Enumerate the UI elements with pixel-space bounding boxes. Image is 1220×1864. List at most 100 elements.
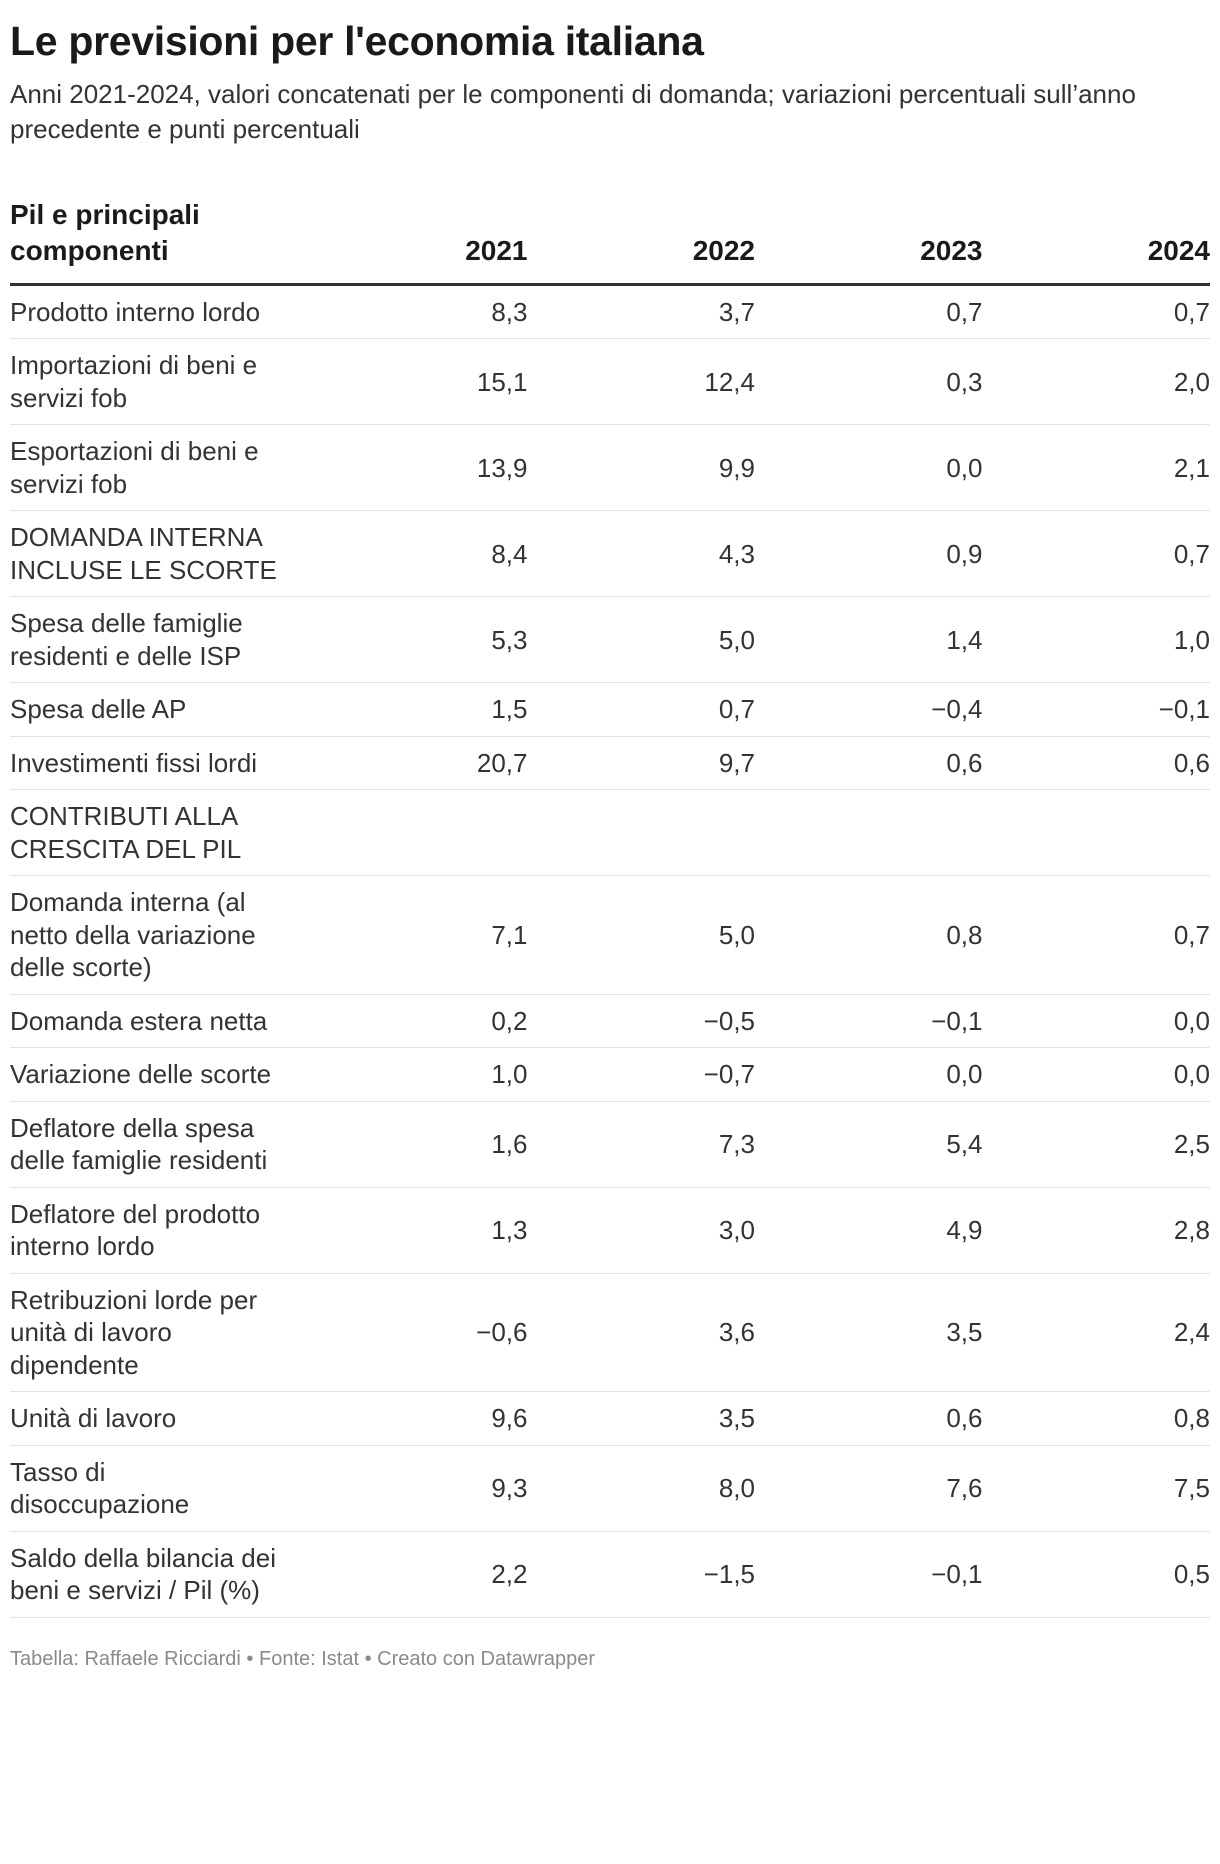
cell-value-2024: 0,6 (982, 736, 1210, 791)
cell-value-2023: 7,6 (755, 1445, 983, 1532)
cell-value-2023: 0,6 (755, 736, 983, 791)
table-row: Prodotto interno lordo 8,3 3,7 0,7 0,7 (10, 284, 1210, 340)
cell-value-2022: 5,0 (527, 596, 755, 684)
cell-value-2024: 0,0 (982, 1047, 1210, 1102)
cell-value-2021: 5,3 (300, 596, 528, 684)
table-row: Saldo della bilancia dei beni e servizi … (10, 1531, 1210, 1618)
row-label: Domanda interna (al netto della variazio… (10, 875, 300, 995)
row-label: Spesa delle AP (10, 682, 300, 737)
cell-value-2022: 7,3 (527, 1101, 755, 1188)
table-row: Domanda estera netta 0,2 −0,5 −0,1 0,0 (10, 994, 1210, 1049)
cell-value-2023: 0,9 (755, 510, 983, 598)
cell-value-2022: 9,9 (527, 424, 755, 512)
row-label: Saldo della bilancia dei beni e servizi … (10, 1531, 300, 1618)
cell-value-2023: 0,7 (755, 284, 983, 340)
column-header-2023[interactable]: 2023 (755, 197, 983, 286)
cell-value-2023: 3,5 (755, 1273, 983, 1393)
row-label: Deflatore del prodotto interno lordo (10, 1187, 300, 1274)
cell-value-2022: 3,7 (527, 284, 755, 340)
cell-value-2024: 0,7 (982, 875, 1210, 995)
cell-value-2024: 2,5 (982, 1101, 1210, 1188)
chart-container: Le previsioni per l'economia italiana An… (10, 18, 1210, 1670)
column-header-2022[interactable]: 2022 (527, 197, 755, 286)
cell-value-2021: 2,2 (300, 1531, 528, 1618)
row-label: Importazioni di beni e servizi fob (10, 338, 300, 426)
table-row: Investimenti fissi lordi 20,7 9,7 0,6 0,6 (10, 736, 1210, 791)
data-table: Pil e principali componenti 2021 2022 20… (10, 197, 1210, 1618)
cell-value-2022: 3,6 (527, 1273, 755, 1393)
row-label: Prodotto interno lordo (10, 284, 300, 340)
cell-value-2023: 5,4 (755, 1101, 983, 1188)
table-body: Prodotto interno lordo 8,3 3,7 0,7 0,7 Import… (10, 284, 1210, 1618)
cell-value-2024: 0,5 (982, 1531, 1210, 1618)
cell-value-2021: 1,5 (300, 682, 528, 737)
cell-value-2024: 0,8 (982, 1391, 1210, 1446)
cell-value-2022: 0,7 (527, 682, 755, 737)
cell-value-2023: 0,0 (755, 424, 983, 512)
cell-value-2021: 1,0 (300, 1047, 528, 1102)
row-label: Tasso di disoccupazione (10, 1445, 300, 1532)
cell-value-2022: 12,4 (527, 338, 755, 426)
row-label: Deflatore della spesa delle famiglie res… (10, 1101, 300, 1188)
cell-value-2021: −0,6 (300, 1273, 528, 1393)
cell-value-2022: 8,0 (527, 1445, 755, 1532)
cell-value-2022: 3,0 (527, 1187, 755, 1274)
row-label: Retribuzioni lorde per unità di lavoro d… (10, 1273, 300, 1393)
row-label: Spesa delle famiglie residenti e delle I… (10, 596, 300, 684)
cell-value-2021: 8,4 (300, 510, 528, 598)
cell-value-2023: 0,6 (755, 1391, 983, 1446)
cell-value-2024 (982, 789, 1210, 877)
cell-value-2024: 2,4 (982, 1273, 1210, 1393)
cell-value-2021: 1,3 (300, 1187, 528, 1274)
row-label: DOMANDA INTERNA INCLUSE LE SCORTE (10, 510, 300, 598)
cell-value-2021: 8,3 (300, 284, 528, 340)
table-row: Esportazioni di beni e servizi fob 13,9 9,… (10, 424, 1210, 512)
cell-value-2023: 0,8 (755, 875, 983, 995)
cell-value-2021: 0,2 (300, 994, 528, 1049)
cell-value-2023: −0,1 (755, 994, 983, 1049)
cell-value-2021: 15,1 (300, 338, 528, 426)
chart-subtitle: Anni 2021-2024, valori concatenati per l… (10, 79, 1136, 145)
cell-value-2024: 7,5 (982, 1445, 1210, 1532)
table-row: Variazione delle scorte 1,0 −0,7 0,0 0,0 (10, 1047, 1210, 1102)
cell-value-2021: 9,3 (300, 1445, 528, 1532)
column-header-2021[interactable]: 2021 (300, 197, 528, 286)
cell-value-2024: 0,0 (982, 994, 1210, 1049)
row-label: Investimenti fissi lordi (10, 736, 300, 791)
table-row: Importazioni di beni e servizi fob 15,1 12… (10, 338, 1210, 426)
chart-title: Le previsioni per l'economia italiana (10, 18, 704, 64)
table-header-row: Pil e principali componenti 2021 2022 20… (10, 197, 1210, 286)
table-row: CONTRIBUTI ALLA CRESCITA DEL PIL (10, 789, 1210, 877)
row-label: Unità di lavoro (10, 1391, 300, 1446)
cell-value-2022: 9,7 (527, 736, 755, 791)
cell-value-2023: −0,1 (755, 1531, 983, 1618)
cell-value-2024: 0,7 (982, 284, 1210, 340)
table-row: Spesa delle AP 1,5 0,7 −0,4 −0,1 (10, 682, 1210, 737)
cell-value-2024: 1,0 (982, 596, 1210, 684)
table-row: Deflatore della spesa delle famiglie res… (10, 1101, 1210, 1188)
column-header-2024[interactable]: 2024 (982, 197, 1210, 286)
cell-value-2024: 2,0 (982, 338, 1210, 426)
cell-value-2023: 0,0 (755, 1047, 983, 1102)
column-header-label[interactable]: Pil e principali componenti (10, 197, 300, 286)
table-row: Deflatore del prodotto interno lordo 1,3 3… (10, 1187, 1210, 1274)
cell-value-2021: 7,1 (300, 875, 528, 995)
table-row: Domanda interna (al netto della variazio… (10, 875, 1210, 995)
cell-value-2021: 1,6 (300, 1101, 528, 1188)
table-row: Tasso di disoccupazione 9,3 8,0 7,6 7,5 (10, 1445, 1210, 1532)
row-label: CONTRIBUTI ALLA CRESCITA DEL PIL (10, 789, 300, 877)
row-label: Esportazioni di beni e servizi fob (10, 424, 300, 512)
cell-value-2021 (300, 789, 528, 877)
cell-value-2022: −0,7 (527, 1047, 755, 1102)
cell-value-2021: 20,7 (300, 736, 528, 791)
table-row: Retribuzioni lorde per unità di lavoro d… (10, 1273, 1210, 1393)
cell-value-2023: 0,3 (755, 338, 983, 426)
cell-value-2022: 4,3 (527, 510, 755, 598)
table-row: DOMANDA INTERNA INCLUSE LE SCORTE 8,4 4,3 0… (10, 510, 1210, 598)
row-label: Variazione delle scorte (10, 1047, 300, 1102)
table-row: Unità di lavoro 9,6 3,5 0,6 0,8 (10, 1391, 1210, 1446)
cell-value-2024: −0,1 (982, 682, 1210, 737)
cell-value-2022: −0,5 (527, 994, 755, 1049)
row-label: Domanda estera netta (10, 994, 300, 1049)
cell-value-2024: 0,7 (982, 510, 1210, 598)
